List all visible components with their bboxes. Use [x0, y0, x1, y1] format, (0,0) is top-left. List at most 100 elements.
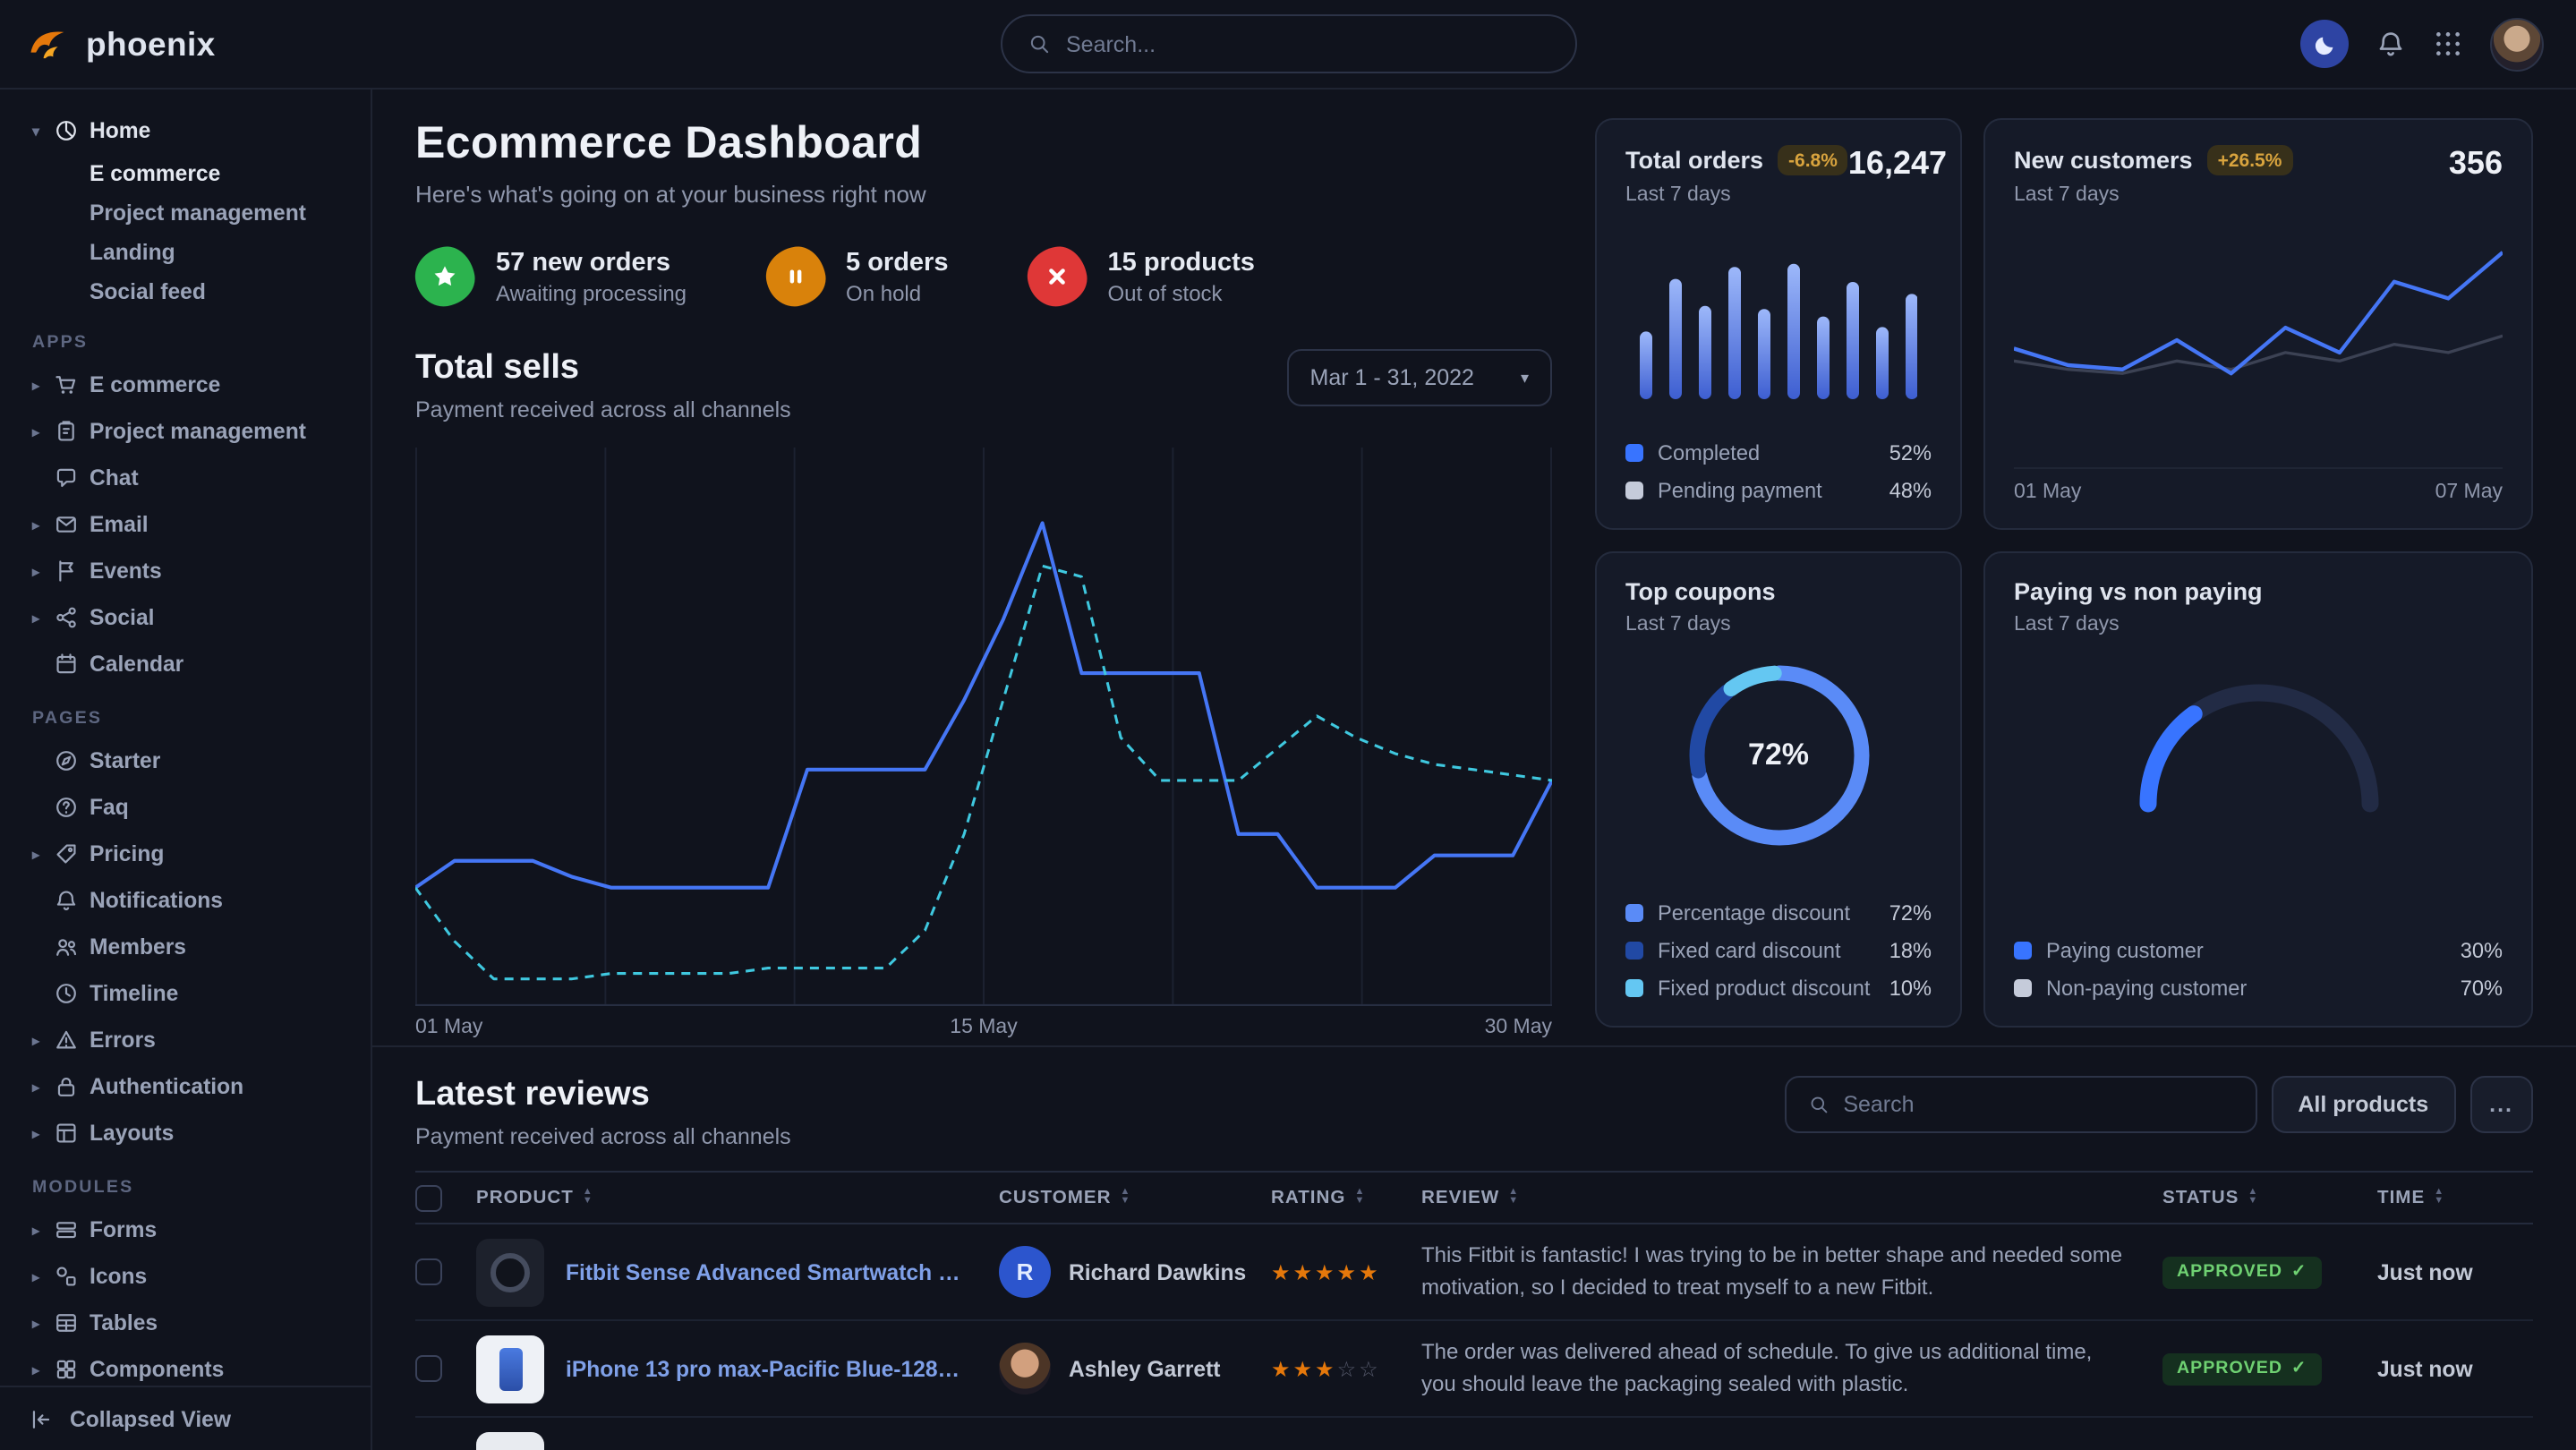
product-link[interactable]: iPhone 13 pro max-Pacific Blue-128GB sto… [566, 1356, 974, 1381]
brand[interactable]: phoenix [25, 21, 216, 67]
chevron-right-icon: ▸ [32, 1079, 54, 1095]
column-header-product[interactable]: PRODUCT▲▼ [476, 1188, 999, 1207]
collapse-view-button[interactable]: Collapsed View [0, 1386, 371, 1450]
sidebar-item-e-commerce[interactable]: ▸E commerce [21, 362, 349, 408]
x-axis-label: 30 May [1485, 1017, 1552, 1038]
sidebar-item-forms[interactable]: ▸Forms [21, 1207, 349, 1253]
customer-avatar[interactable] [999, 1343, 1051, 1395]
sidebar-subitem-landing[interactable]: Landing [21, 233, 349, 272]
chart-pie-icon [54, 118, 90, 143]
chat-icon [54, 465, 90, 490]
legend-swatch [1625, 942, 1643, 960]
rating-stars: ★★★☆☆ [1271, 1356, 1421, 1381]
legend-label: Non-paying customer [2046, 976, 2247, 1001]
legend-label: Paying customer [2046, 938, 2204, 963]
apps-menu-button[interactable] [2433, 29, 2463, 59]
sidebar-item-chat[interactable]: Chat [21, 455, 349, 501]
customer-avatar[interactable]: R [999, 1246, 1051, 1298]
card-title: Total orders [1625, 147, 1763, 174]
users-icon [54, 934, 90, 960]
column-header-time[interactable]: TIME ▲▼ [2377, 1188, 2506, 1207]
column-header-status[interactable]: STATUS▲▼ [2162, 1188, 2377, 1207]
sidebar-item-label: Icons [90, 1264, 147, 1289]
sidebar-item-errors[interactable]: ▸Errors [21, 1017, 349, 1063]
legend-value: 18% [1889, 938, 1932, 963]
phoenix-logo-icon [25, 21, 72, 67]
status-badge: APPROVED ✓ [2162, 1257, 2321, 1289]
legend-swatch [1625, 979, 1643, 997]
sidebar-item-pricing[interactable]: ▸Pricing [21, 831, 349, 877]
sidebar: ▾HomeE commerceProject managementLanding… [0, 90, 372, 1450]
trend-badge: +26.5% [2207, 145, 2293, 175]
sidebar-item-components[interactable]: ▸Components [21, 1346, 349, 1386]
clipboard-icon [54, 419, 90, 444]
sort-icon: ▲▼ [2434, 1189, 2444, 1207]
sidebar-subitem-social-feed[interactable]: Social feed [21, 272, 349, 311]
total-sells-header: Total sells Payment received across all … [415, 349, 1552, 422]
x-icon [1022, 243, 1090, 311]
column-header-label: TIME [2377, 1188, 2425, 1207]
collapse-icon [29, 1406, 54, 1431]
sidebar-item-members[interactable]: Members [21, 924, 349, 970]
legend-value: 70% [2461, 976, 2503, 1001]
total-orders-legend: Completed52%Pending payment48% [1625, 440, 1932, 503]
new-customers-x-axis: 01 May 07 May [2014, 467, 2503, 503]
sidebar-item-label: Events [90, 559, 162, 584]
sidebar-item-tables[interactable]: ▸Tables [21, 1300, 349, 1346]
date-range-select[interactable]: Mar 1 - 31, 2022 ▾ [1287, 349, 1553, 406]
select-all-checkbox[interactable] [415, 1184, 442, 1211]
customer-cell: Ashley Garrett [999, 1343, 1271, 1395]
navbar-actions [2300, 17, 2544, 71]
row-checkbox[interactable] [415, 1258, 442, 1285]
paying-vs-non-paying-card: Paying vs non paying Last 7 days Paying … [1983, 551, 2533, 1028]
sidebar-subitem-project-management[interactable]: Project management [21, 193, 349, 233]
sidebar-item-social[interactable]: ▸Social [21, 594, 349, 641]
sidebar-item-authentication[interactable]: ▸Authentication [21, 1063, 349, 1110]
sidebar-item-label: Tables [90, 1310, 158, 1335]
sidebar-item-notifications[interactable]: Notifications [21, 877, 349, 924]
pause-icon [761, 243, 829, 311]
sidebar-item-calendar[interactable]: Calendar [21, 641, 349, 687]
sidebar-item-label: Email [90, 512, 149, 537]
reviews-search[interactable] [1784, 1076, 2256, 1133]
legend-item: Fixed product discount10% [1625, 976, 1932, 1001]
sidebar-item-faq[interactable]: Faq [21, 784, 349, 831]
sort-icon: ▲▼ [583, 1189, 593, 1207]
global-search[interactable] [1000, 14, 1576, 73]
customer-cell: RRichard Dawkins [999, 1246, 1271, 1298]
sidebar-subitem-e-commerce[interactable]: E commerce [21, 154, 349, 193]
sidebar-item-starter[interactable]: Starter [21, 738, 349, 784]
sidebar-item-events[interactable]: ▸Events [21, 548, 349, 594]
all-products-button[interactable]: All products [2271, 1076, 2455, 1133]
sidebar-item-layouts[interactable]: ▸Layouts [21, 1110, 349, 1156]
chevron-right-icon: ▸ [32, 423, 54, 439]
column-header-rating[interactable]: RATING▲▼ [1271, 1188, 1421, 1207]
sidebar-item-icons[interactable]: ▸Icons [21, 1253, 349, 1300]
row-checkbox[interactable] [415, 1355, 442, 1382]
card-period: Last 7 days [2014, 184, 2292, 206]
column-header-label: RATING [1271, 1188, 1345, 1207]
chevron-down-icon: ▾ [1521, 368, 1529, 388]
global-search-input[interactable] [1066, 31, 1549, 56]
total-sells-chart [415, 448, 1552, 1006]
chevron-right-icon: ▸ [32, 516, 54, 533]
sidebar-item-home[interactable]: ▾Home [21, 107, 349, 154]
sidebar-item-email[interactable]: ▸ Email [21, 501, 349, 548]
stat-sub: Out of stock [1108, 280, 1255, 305]
column-header-customer[interactable]: CUSTOMER▲▼ [999, 1188, 1271, 1207]
share-icon [54, 605, 90, 630]
notifications-button[interactable] [2376, 29, 2406, 59]
user-avatar[interactable] [2490, 17, 2544, 71]
sidebar-item-project-management[interactable]: ▸Project management [21, 408, 349, 455]
app-root: phoenix ▾HomeE commerceProject managemen… [0, 0, 2576, 1450]
review-row: iPhone 13 pro max-Pacific Blue-128GB sto… [415, 1321, 2533, 1418]
sidebar-item-timeline[interactable]: Timeline [21, 970, 349, 1017]
product-link[interactable]: Fitbit Sense Advanced Smartwatch with To… [566, 1259, 974, 1284]
reviews-search-input[interactable] [1843, 1092, 2233, 1117]
column-header-review[interactable]: REVIEW▲▼ [1421, 1188, 2162, 1207]
more-actions-button[interactable]: ... [2469, 1076, 2533, 1133]
column-header-label: STATUS [2162, 1188, 2239, 1207]
chevron-down-icon: ▾ [32, 123, 54, 139]
total-sells-subtitle: Payment received across all channels [415, 397, 791, 422]
theme-toggle-button[interactable] [2300, 20, 2349, 68]
